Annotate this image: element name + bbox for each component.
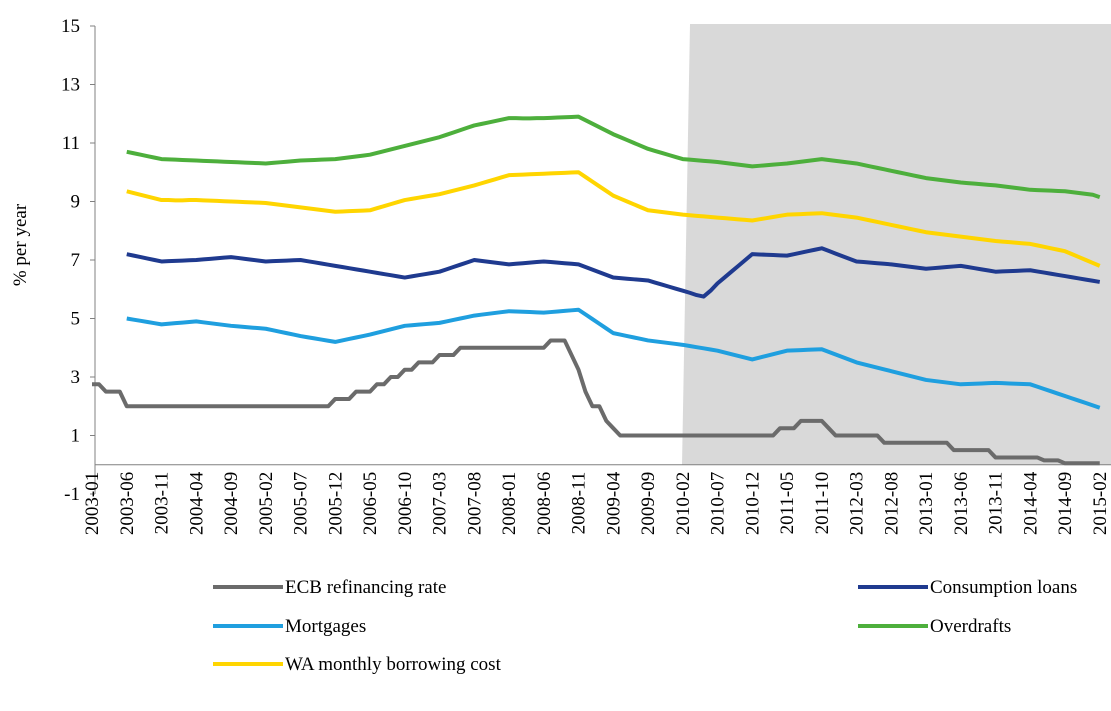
x-tick-label: 2014-09 (1055, 472, 1076, 535)
x-tick-label: 2015-02 (1090, 472, 1111, 535)
x-tick-label: 2005-12 (325, 472, 346, 535)
x-tick-label: 2014-04 (1020, 471, 1041, 535)
x-tick-label: 2008-11 (569, 472, 590, 535)
y-tick-label: 5 (71, 309, 81, 330)
x-tick-label: 2010-02 (673, 472, 694, 535)
y-tick-label: 11 (62, 133, 80, 154)
y-tick-label: 13 (61, 75, 80, 96)
x-tick-label: 2005-02 (256, 472, 277, 535)
y-tick-label: 7 (71, 250, 81, 271)
x-tick-label: 2010-07 (708, 472, 729, 535)
y-tick-label: -1 (64, 484, 80, 505)
legend-label: ECB refinancing rate (285, 577, 446, 598)
x-tick-label: 2009-04 (603, 471, 624, 535)
x-tick-label: 2003-01 (82, 472, 103, 535)
x-tick-label: 2012-08 (881, 472, 902, 535)
x-tick-label: 2007-03 (430, 472, 451, 535)
x-tick-label: 2012-03 (847, 472, 868, 535)
x-tick-label: 2004-04 (186, 471, 207, 535)
y-tick-label: 1 (71, 426, 81, 447)
y-tick-label: 3 (71, 367, 81, 388)
x-tick-label: 2010-12 (742, 472, 763, 535)
y-tick-label: 9 (71, 192, 81, 213)
legend-label: WA monthly borrowing cost (285, 654, 502, 675)
x-tick-label: 2004-09 (221, 472, 242, 535)
x-tick-label: 2008-06 (534, 472, 555, 535)
x-tick-label: 2003-11 (152, 472, 173, 535)
x-tick-label: 2013-11 (986, 472, 1007, 535)
shaded-period (682, 24, 1111, 465)
x-tick-label: 2008-01 (499, 472, 520, 535)
legend-label: Mortgages (285, 616, 366, 637)
legend-label: Overdrafts (930, 616, 1011, 637)
x-tick-label: 2009-09 (638, 472, 659, 535)
legend-label: Consumption loans (930, 577, 1077, 598)
x-tick-label: 2005-07 (291, 472, 312, 535)
x-tick-label: 2003-06 (117, 472, 138, 535)
x-tick-label: 2011-05 (777, 472, 798, 535)
x-tick-label: 2006-05 (360, 472, 381, 535)
series-line (126, 170, 1101, 268)
x-tick-label: 2007-08 (464, 472, 485, 535)
series-line (126, 114, 1101, 200)
series-line (126, 246, 1101, 299)
y-tick-label: 15 (61, 16, 80, 37)
y-axis-label: % per year (10, 203, 31, 286)
x-tick-label: 2006-10 (395, 472, 416, 535)
series-line (92, 338, 1100, 466)
x-tick-label: 2013-06 (951, 472, 972, 535)
series-line (126, 307, 1101, 410)
x-tick-label: 2011-10 (812, 472, 833, 535)
x-tick-label: 2013-01 (916, 472, 937, 535)
